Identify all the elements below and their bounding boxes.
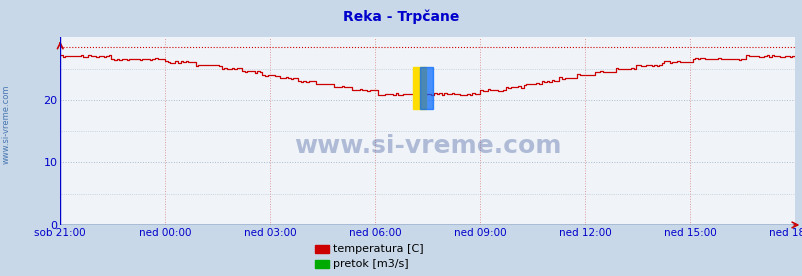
Text: pretok [m3/s]: pretok [m3/s]	[333, 259, 408, 269]
Text: www.si-vreme.com: www.si-vreme.com	[294, 134, 561, 158]
Bar	[419, 67, 432, 108]
Text: www.si-vreme.com: www.si-vreme.com	[2, 84, 11, 164]
Bar	[412, 67, 426, 108]
Text: Reka - Trpčane: Reka - Trpčane	[343, 10, 459, 24]
Text: temperatura [C]: temperatura [C]	[333, 244, 423, 254]
